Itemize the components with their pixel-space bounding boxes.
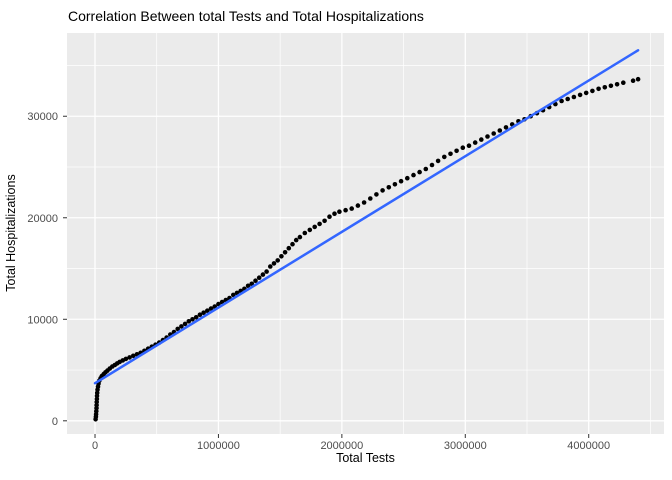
data-point bbox=[559, 98, 564, 104]
data-point bbox=[175, 326, 180, 332]
data-point bbox=[302, 230, 308, 236]
data-point bbox=[343, 207, 348, 213]
scatter-points bbox=[93, 76, 641, 422]
y-tick-label: 30000 bbox=[27, 111, 58, 123]
data-point bbox=[485, 134, 490, 139]
data-point bbox=[337, 209, 342, 214]
data-point bbox=[205, 308, 210, 314]
x-tick-labels: 0 1000000 2000000 3000000 4000000 bbox=[92, 440, 610, 452]
data-point bbox=[290, 241, 295, 247]
data-point bbox=[411, 172, 416, 178]
data-point bbox=[256, 275, 262, 281]
data-point bbox=[602, 85, 608, 90]
data-point bbox=[429, 162, 435, 168]
data-point bbox=[386, 185, 392, 190]
y-tick-label: 0 bbox=[52, 416, 58, 428]
trend-line bbox=[93, 49, 640, 385]
data-point bbox=[312, 224, 318, 230]
data-point bbox=[182, 321, 188, 327]
data-point bbox=[466, 143, 472, 148]
data-point bbox=[435, 158, 441, 164]
data-point bbox=[282, 250, 288, 255]
data-point bbox=[317, 221, 322, 227]
data-point bbox=[253, 278, 258, 284]
y-tick-labels: 0 10000 20000 30000 bbox=[27, 111, 58, 428]
data-point bbox=[322, 218, 327, 224]
data-point bbox=[565, 96, 570, 102]
data-point bbox=[361, 200, 367, 205]
data-point bbox=[279, 253, 284, 259]
data-point bbox=[405, 175, 410, 181]
x-tick-label: 3000000 bbox=[444, 440, 487, 452]
data-point bbox=[193, 315, 199, 320]
data-point bbox=[635, 76, 641, 82]
data-point bbox=[275, 258, 281, 263]
minor-gridlines bbox=[67, 33, 664, 434]
data-point bbox=[460, 145, 466, 150]
y-axis-title: Total Hospitalizations bbox=[4, 174, 18, 292]
data-point bbox=[503, 125, 509, 130]
x-tick-label: 2000000 bbox=[320, 440, 363, 452]
data-point bbox=[127, 355, 132, 360]
data-point bbox=[491, 131, 497, 136]
data-point bbox=[423, 166, 429, 172]
y-tick-label: 20000 bbox=[27, 213, 58, 225]
x-tick-label: 0 bbox=[92, 440, 98, 452]
data-point bbox=[197, 312, 203, 318]
data-point bbox=[297, 234, 303, 240]
data-point bbox=[349, 206, 355, 211]
data-point bbox=[208, 306, 214, 311]
data-point bbox=[577, 92, 583, 98]
data-point bbox=[293, 237, 299, 243]
data-point bbox=[497, 128, 503, 133]
data-point bbox=[123, 356, 129, 362]
data-point bbox=[608, 83, 614, 89]
x-tick-label: 1000000 bbox=[197, 440, 240, 452]
data-point bbox=[368, 196, 373, 201]
data-point bbox=[392, 182, 398, 187]
data-point bbox=[442, 154, 447, 160]
data-point bbox=[472, 140, 478, 145]
data-point bbox=[590, 88, 595, 94]
data-point bbox=[190, 317, 195, 322]
data-point bbox=[327, 214, 332, 219]
data-point bbox=[355, 203, 361, 208]
data-point bbox=[417, 169, 422, 175]
data-point bbox=[264, 269, 269, 274]
plot-panel bbox=[67, 33, 664, 434]
data-point bbox=[332, 211, 337, 216]
data-point bbox=[307, 227, 313, 233]
data-point bbox=[380, 188, 385, 193]
major-gridlines bbox=[67, 33, 664, 434]
data-point bbox=[596, 86, 601, 92]
data-point bbox=[479, 137, 484, 142]
data-point bbox=[398, 178, 404, 184]
data-point bbox=[271, 261, 277, 266]
data-point bbox=[448, 151, 453, 157]
data-point bbox=[131, 353, 136, 359]
data-point bbox=[374, 192, 379, 197]
data-point bbox=[231, 292, 236, 298]
x-axis-title: Total Tests bbox=[336, 451, 395, 465]
data-point bbox=[614, 82, 620, 87]
data-point bbox=[201, 310, 206, 316]
data-point bbox=[630, 78, 636, 83]
data-point bbox=[268, 264, 273, 269]
data-point bbox=[216, 301, 221, 307]
data-point bbox=[286, 245, 292, 251]
tick-marks bbox=[63, 115, 590, 438]
data-point bbox=[583, 90, 589, 96]
x-tick-label: 4000000 bbox=[567, 440, 610, 452]
data-point bbox=[245, 283, 251, 289]
data-point bbox=[260, 272, 266, 277]
data-point bbox=[179, 324, 184, 329]
data-point bbox=[186, 319, 192, 324]
data-point bbox=[454, 148, 459, 154]
data-point bbox=[621, 80, 626, 85]
chart-title: Correlation Between total Tests and Tota… bbox=[68, 8, 424, 24]
y-tick-label: 10000 bbox=[27, 314, 58, 326]
data-point bbox=[571, 94, 577, 100]
